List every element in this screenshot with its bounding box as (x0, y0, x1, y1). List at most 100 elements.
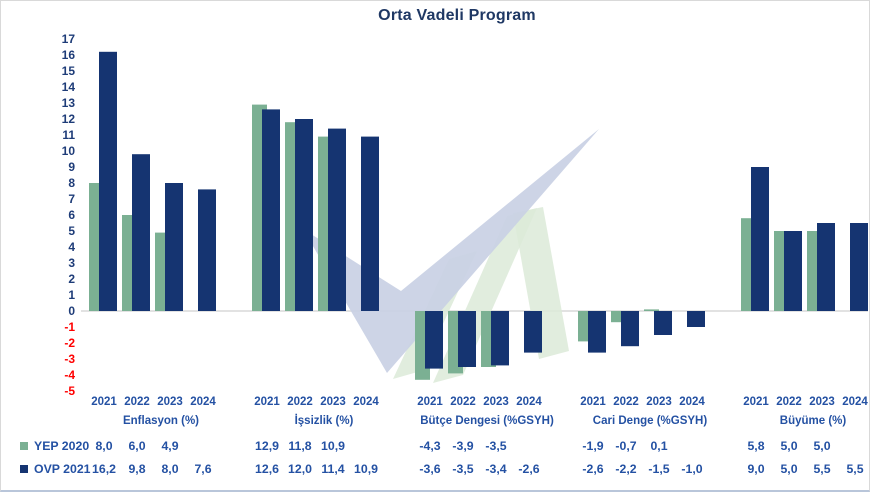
ovp-value-cell: -2,2 (615, 462, 637, 476)
y-axis-label: -4 (64, 368, 75, 382)
ovp-bar (588, 311, 606, 353)
year-label: 2024 (190, 396, 216, 408)
ovp-value-cell: -2,6 (518, 462, 540, 476)
ovp-bar (621, 311, 639, 347)
y-axis-label: -5 (64, 384, 75, 398)
ovp-bar (132, 154, 150, 311)
y-axis-label: 6 (68, 208, 75, 222)
y-axis-label: 3 (68, 256, 75, 270)
group-caption: Cari Denge (%GSYH) (592, 415, 708, 427)
legend-yep-2020: YEP 2020 (20, 438, 89, 454)
yep-bar (611, 311, 626, 323)
ovp-bar (295, 119, 313, 311)
year-label: 2024 (842, 396, 868, 408)
yep-legend-swatch (20, 442, 28, 450)
yep-value-cell: 11,8 (288, 439, 312, 453)
y-axis-label: 7 (68, 192, 75, 206)
ovp-value-cell: 12,0 (288, 462, 312, 476)
y-axis-label: 11 (62, 128, 75, 142)
group-caption: İşsizlik (%) (294, 415, 354, 427)
ovp-bar (524, 311, 542, 353)
yep-value-cell: 12,9 (255, 439, 279, 453)
ovp-bar (850, 223, 868, 311)
ovp-value-cell: 8,0 (161, 462, 179, 476)
yep-value-cell: -0,7 (615, 439, 637, 453)
y-axis-label: 15 (62, 64, 76, 78)
ovp-bar (654, 311, 672, 335)
ovp-value-cell: 10,9 (354, 462, 378, 476)
group-caption: Büyüme (%) (779, 415, 847, 427)
yep-value-cell: 0,1 (650, 439, 668, 453)
ovp-bar (425, 311, 443, 369)
yep-value-cell: -1,9 (582, 439, 604, 453)
yep-value-cell: 8,0 (95, 439, 113, 453)
ovp-value-cell: -3,6 (419, 462, 441, 476)
ovp-bar (751, 167, 769, 311)
yep-value-cell: -3,9 (452, 439, 474, 453)
year-label: 2021 (254, 396, 280, 408)
year-label: 2022 (776, 396, 802, 408)
year-label: 2024 (679, 396, 705, 408)
yep-value-cell: 6,0 (128, 439, 146, 453)
yep-value-cell: 10,9 (321, 439, 345, 453)
ovp-value-cell: 11,4 (321, 462, 345, 476)
y-axis-label: -2 (64, 336, 75, 350)
y-axis-label: 13 (62, 96, 76, 110)
y-axis-label: 2 (68, 272, 75, 286)
year-label: 2021 (580, 396, 606, 408)
ovp-bar (687, 311, 705, 327)
ovp-bar (165, 183, 183, 311)
y-axis-label: 1 (68, 288, 75, 302)
yep-value-cell: 4,9 (161, 439, 179, 453)
yep-value-cell: 5,8 (747, 439, 765, 453)
yep-value-cell: 5,0 (813, 439, 831, 453)
year-label: 2023 (483, 396, 509, 408)
ovp-bar (198, 189, 216, 311)
ovp-bar (817, 223, 835, 311)
ovp-bar (262, 109, 280, 312)
ovp-value-cell: -1,5 (648, 462, 670, 476)
ovp-bar (491, 311, 509, 366)
legend-ovp-2021: OVP 2021 (20, 461, 91, 477)
year-label: 2021 (417, 396, 443, 408)
ovp-bar (99, 51, 117, 312)
yep-value-cell: -4,3 (419, 439, 441, 453)
chart-title: Orta Vadeli Program (378, 7, 536, 24)
y-axis-label: 10 (62, 144, 76, 158)
ovp-bar (361, 136, 379, 311)
ovp-value-cell: 9,8 (128, 462, 146, 476)
year-label: 2023 (646, 396, 672, 408)
ovp-value-cell: -1,0 (681, 462, 703, 476)
ovp-value-cell: 5,5 (813, 462, 831, 476)
ovp-legend-swatch (20, 465, 28, 473)
y-axis-label: 14 (62, 80, 76, 94)
y-axis-label: -1 (64, 320, 75, 334)
y-axis-label: 5 (68, 224, 75, 238)
ovp-value-cell: 5,5 (846, 462, 864, 476)
yep-value-cell: 5,0 (780, 439, 798, 453)
ovp-bar (328, 128, 346, 311)
y-axis-label: 0 (68, 304, 75, 318)
y-axis-label: 4 (68, 240, 75, 254)
ovp-value-cell: -3,5 (452, 462, 474, 476)
year-label: 2022 (287, 396, 313, 408)
ovp-value-cell: -2,6 (582, 462, 604, 476)
y-axis-label: -3 (64, 352, 75, 366)
year-label: 2023 (157, 396, 183, 408)
ovp-legend-label: OVP 2021 (34, 462, 91, 476)
year-label: 2021 (743, 396, 769, 408)
year-label: 2023 (809, 396, 835, 408)
ovp-value-cell: 9,0 (747, 462, 765, 476)
ovp-value-cell: 16,2 (92, 462, 116, 476)
year-label: 2022 (124, 396, 150, 408)
ovp-value-cell: 5,0 (780, 462, 798, 476)
y-axis-label: 16 (62, 48, 76, 62)
year-label: 2021 (91, 396, 117, 408)
watermark-stripe-icon (513, 207, 569, 359)
year-label: 2022 (613, 396, 639, 408)
year-label: 2023 (320, 396, 346, 408)
ovp-bar (784, 231, 802, 311)
year-label: 2024 (516, 396, 542, 408)
